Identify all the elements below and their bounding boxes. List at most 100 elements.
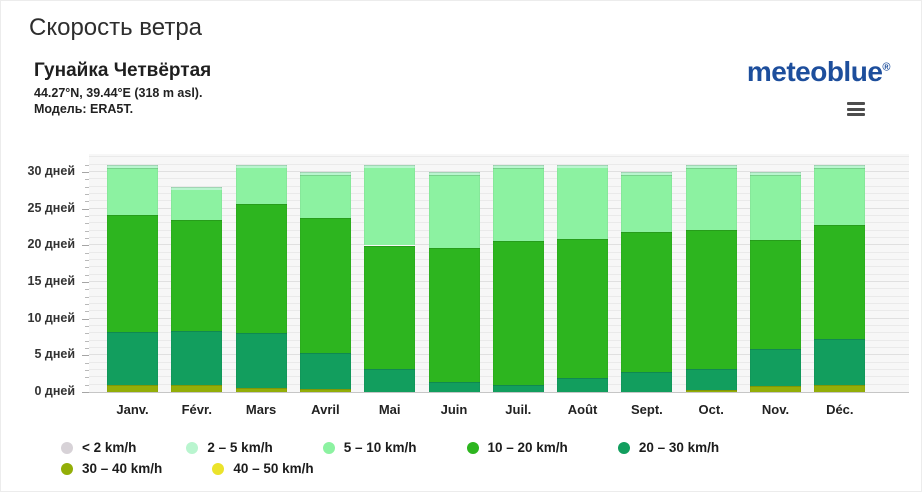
axis-tick [85,275,89,276]
bar-segment[interactable] [750,386,801,392]
x-axis-label: Mai [378,402,401,417]
axis-tick [82,172,89,173]
bar-segment[interactable] [557,378,608,392]
axis-tick [82,245,89,246]
bar-segment[interactable] [364,246,415,369]
bar-segment[interactable] [814,225,865,339]
bars-layer [89,154,909,392]
axis-tick [85,260,89,261]
bar-segment[interactable] [750,349,801,386]
bar-segment[interactable] [171,187,222,190]
y-axis-ticks [79,154,89,393]
bar-segment[interactable] [236,388,287,392]
bar-segment[interactable] [429,382,480,392]
y-axis-label: 10 дней [27,310,76,325]
bar-segment[interactable] [171,189,222,220]
legend-dot-icon [617,441,630,454]
x-axis-label: Févr. [181,402,212,417]
location-name: Гунайка Четвёртая [34,60,212,81]
bar-segment[interactable] [493,241,544,385]
bar-segment[interactable] [429,175,480,248]
bar-segment[interactable] [814,385,865,392]
page-title: Скорость ветра [29,14,203,41]
bar-segment[interactable] [814,339,865,385]
plot-area [89,154,909,393]
bar-segment[interactable] [686,230,737,369]
legend-label: 10 – 20 km/h [487,440,568,455]
y-axis-label: 30 дней [27,164,76,178]
bar-segment[interactable] [557,165,608,168]
bar-segment[interactable] [107,165,158,168]
legend-label: 20 – 30 km/h [638,440,720,455]
bar-segment[interactable] [429,248,480,382]
bar-segment[interactable] [300,218,351,353]
bar-segment[interactable] [686,165,737,168]
x-axis-label: Janv. [116,402,149,417]
axis-tick [85,238,89,239]
x-axis-label: Sept. [630,402,663,417]
bar-segment[interactable] [557,239,608,378]
bar-segment[interactable] [814,168,865,225]
bar-segment[interactable] [107,385,158,392]
bar-segment[interactable] [300,172,351,175]
bar-segment[interactable] [686,369,737,390]
bar-segment[interactable] [621,172,672,175]
bar-segment[interactable] [814,165,865,168]
model-label: Модель: ERA5T. [34,102,134,116]
bar-segment[interactable] [686,390,737,392]
bar-segment[interactable] [300,353,351,389]
bar-segment[interactable] [364,369,415,392]
bar-segment[interactable] [300,389,351,392]
bar-segment[interactable] [300,175,351,218]
axis-tick [85,304,89,305]
bar-segment[interactable] [171,331,222,385]
bar-segment[interactable] [621,372,672,392]
bar-segment[interactable] [107,215,158,332]
bar-segment[interactable] [364,165,415,168]
legend-item: 30 – 40 km/h [61,458,162,479]
bar-segment[interactable] [429,172,480,175]
axis-tick [85,333,89,334]
bar-segment[interactable] [621,175,672,232]
axis-tick [85,289,89,290]
bar-segment[interactable] [750,172,801,175]
bar-segment[interactable] [171,385,222,392]
x-axis-label: Août [567,402,598,417]
bar-segment[interactable] [107,332,158,385]
x-axis-label: Déc. [826,402,854,417]
y-axis-label: 20 дней [27,237,76,252]
bar-segment[interactable] [493,165,544,168]
bar-segment[interactable] [236,167,287,204]
axis-tick [85,179,89,180]
axis-tick [85,341,89,342]
legend-item: 40 – 50 km/h [212,458,314,479]
axis-tick [85,231,89,232]
bar-segment[interactable] [621,232,672,372]
axis-tick [85,201,89,202]
bar-segment[interactable] [107,168,158,215]
axis-tick [85,223,89,224]
axis-tick [85,326,89,327]
bar-segment[interactable] [686,168,737,230]
bar-segment[interactable] [493,168,544,241]
bar-segment[interactable] [557,167,608,239]
x-axis-label: Oct. [698,402,724,417]
bar-segment[interactable] [750,175,801,240]
x-axis-label: Juin [440,402,468,417]
meteoblue-logo[interactable]: meteoblue® [746,56,891,87]
bar-segment[interactable] [236,333,287,388]
y-axis-label: 5 дней [34,347,75,362]
legend-label: 2 – 5 km/h [207,440,273,455]
bar-segment[interactable] [364,167,415,245]
grid-line [89,156,909,157]
hamburger-menu-icon[interactable] [847,102,865,116]
legend-item: < 2 km/h [61,437,136,458]
bar-segment[interactable] [750,240,801,349]
hamburger-bar [847,102,865,105]
bar-segment[interactable] [236,204,287,333]
x-axis-label: Juil. [505,402,532,417]
axis-tick [85,363,89,364]
bar-segment[interactable] [493,385,544,392]
bar-segment[interactable] [171,220,222,331]
bar-segment[interactable] [236,165,287,168]
